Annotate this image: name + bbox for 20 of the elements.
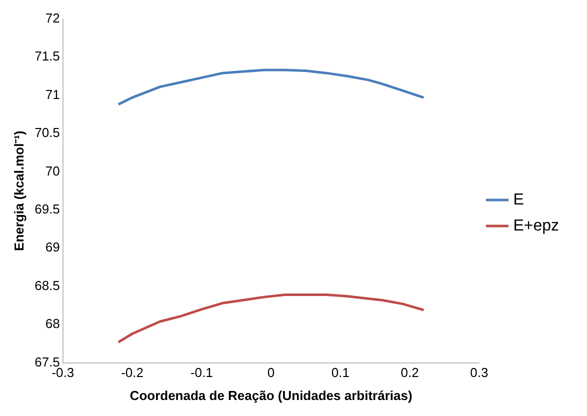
y-tick-label: 69.5 [34,201,60,216]
y-tick-label: 67.5 [34,354,60,370]
y-tick-label: 68 [45,316,60,332]
x-tick-label: 0.2 [400,365,419,380]
x-tick-label: -0.1 [190,365,213,380]
x-tick-label: 0.3 [470,365,488,380]
y-tick-label: 71.5 [34,48,60,64]
y-tick-label: 72 [45,10,60,26]
y-tick-label: 68.5 [34,278,60,293]
legend-label: E+epz [513,217,559,234]
x-tick-label: 0.1 [331,365,350,380]
y-tick-label: 70 [45,163,60,178]
legend-label: E [513,191,524,208]
y-axis-title: Energia (kcal.mol⁻¹) [11,130,26,251]
x-tick-label: 0 [267,365,275,380]
x-tick-label: -0.2 [121,365,144,380]
x-axis-title: Coordenada de Reação (Unidades arbitrárias) [130,388,412,403]
y-tick-label: 69 [45,240,60,255]
y-tick-label: 71 [45,86,60,102]
y-tick-label: 70.5 [34,125,60,140]
